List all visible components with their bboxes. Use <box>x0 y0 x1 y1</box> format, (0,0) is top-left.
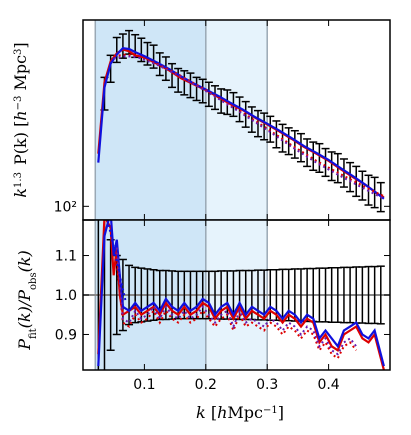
errorbar <box>284 127 293 156</box>
ytick-label: 10² <box>54 199 77 215</box>
fit-2-dotted-line <box>113 55 385 200</box>
fit-1-dotted-line <box>115 263 357 360</box>
errorbar <box>174 67 183 93</box>
fit-2-solid-line <box>97 220 385 367</box>
ytick-label: 1.1 <box>55 249 77 265</box>
bottom-panel: 0.9 1.0 1.1 0.1 0.2 0.3 0.4 <box>55 219 391 393</box>
xtick-label: 0.2 <box>195 377 217 393</box>
errorbar <box>266 115 275 143</box>
errorbar <box>339 158 348 188</box>
errorbar <box>241 100 250 128</box>
errorbar <box>112 36 121 64</box>
xtick-label: 0.1 <box>133 377 155 393</box>
errorbar <box>217 88 226 114</box>
errorbar <box>309 141 318 172</box>
bottom-ylabel: Pfit(k)/Pobs(k) <box>15 250 39 351</box>
errorbar <box>290 129 299 159</box>
errorbar <box>272 120 281 149</box>
errorbar <box>296 132 305 163</box>
errorbar <box>253 109 262 138</box>
xtick-label: 0.3 <box>256 377 278 393</box>
errorbar <box>303 138 312 168</box>
errorbar <box>198 78 207 104</box>
fit-2-solid-line <box>97 47 385 200</box>
fit-2-dotted-line <box>115 247 357 356</box>
errorbar <box>180 70 189 96</box>
errorbar <box>204 81 213 108</box>
errorbar <box>346 161 355 193</box>
errorbar <box>143 41 152 66</box>
ytick-label: 1.0 <box>55 288 77 304</box>
errorbar <box>192 76 201 102</box>
xtick-label: 0.4 <box>317 377 339 393</box>
top-ylabel: k1.3 P(k) [h−3 Mpc3] <box>11 42 30 197</box>
fit-1-solid-line <box>97 220 385 370</box>
errorbar <box>321 147 330 178</box>
errorbar <box>358 170 367 201</box>
fit-1-dotted-line <box>113 53 385 198</box>
errorbar <box>97 220 100 370</box>
errorbar <box>168 62 177 89</box>
top-panel: 10² <box>54 19 391 221</box>
errorbar <box>260 112 269 141</box>
xlabel: k [hMpc−1] <box>196 403 284 422</box>
errorbar <box>186 72 195 99</box>
errorbar <box>376 265 385 325</box>
shaded-band-0 <box>95 20 206 220</box>
errorbar <box>125 264 134 326</box>
errorbar <box>315 142 324 174</box>
shaded-band-1 <box>205 20 268 220</box>
fit-2-dotted-line <box>106 220 127 304</box>
errorbar <box>327 151 336 182</box>
ytick-label: 0.9 <box>55 327 77 343</box>
errorbar <box>143 268 152 322</box>
